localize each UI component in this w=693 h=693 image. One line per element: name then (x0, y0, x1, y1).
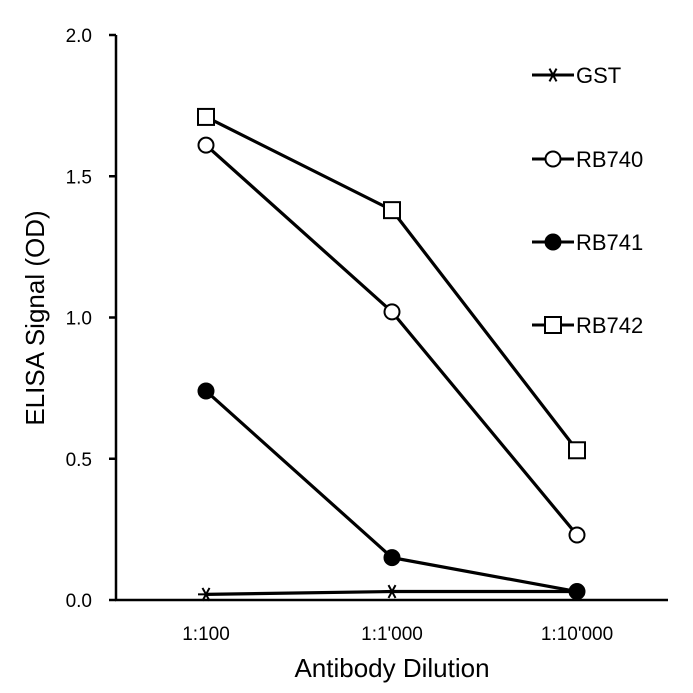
legend-item-rb740: RB740 (532, 147, 643, 172)
y-tick-label: 2.0 (66, 26, 92, 47)
x-tick-label: 1:100 (182, 624, 230, 645)
legend-label: RB741 (576, 230, 643, 255)
data-point-rb741 (197, 382, 215, 400)
x-axis-title: Antibody Dilution (294, 653, 489, 683)
data-point-gst (384, 584, 400, 599)
x-tick-label: 1:1'000 (361, 624, 423, 645)
legend-item-rb742: RB742 (532, 313, 643, 338)
legend-marker-rb740 (544, 150, 562, 168)
series-line-rb742 (205, 115, 579, 452)
y-tick-label: 1.0 (66, 309, 92, 330)
legend-label: GST (576, 63, 621, 88)
data-point-rb740 (568, 526, 586, 544)
data-point-rb741 (383, 549, 401, 567)
data-point-rb742 (197, 107, 215, 126)
x-axis-ticks: 1:100 1:1'000 1:10'000 (182, 624, 613, 645)
y-tick-label: 1.5 (66, 167, 92, 188)
legend: GST RB740 RB741 RB742 (532, 63, 643, 338)
legend-label: RB740 (576, 147, 643, 172)
y-tick-label: 0.0 (66, 591, 92, 612)
legend-item-gst: GST (532, 63, 621, 88)
legend-marker-rb742 (544, 316, 562, 334)
y-tick-label: 0.5 (66, 450, 92, 471)
y-axis-title: ELISA Signal (OD) (20, 210, 50, 425)
data-point-rb741 (568, 583, 586, 601)
series-markers (197, 107, 586, 602)
legend-marker-rb741 (544, 233, 562, 251)
y-axis-ticks: 0.0 0.5 1.0 1.5 2.0 (66, 26, 116, 612)
legend-label: RB742 (576, 313, 643, 338)
legend-marker-gst (545, 68, 561, 82)
series-lines (204, 115, 579, 596)
data-point-gst (198, 587, 214, 602)
data-point-rb740 (197, 136, 215, 154)
data-point-rb740 (383, 303, 401, 321)
x-tick-label: 1:10'000 (541, 624, 613, 645)
data-point-rb742 (383, 201, 401, 220)
data-point-rb742 (568, 441, 586, 460)
legend-item-rb741: RB741 (532, 230, 643, 255)
